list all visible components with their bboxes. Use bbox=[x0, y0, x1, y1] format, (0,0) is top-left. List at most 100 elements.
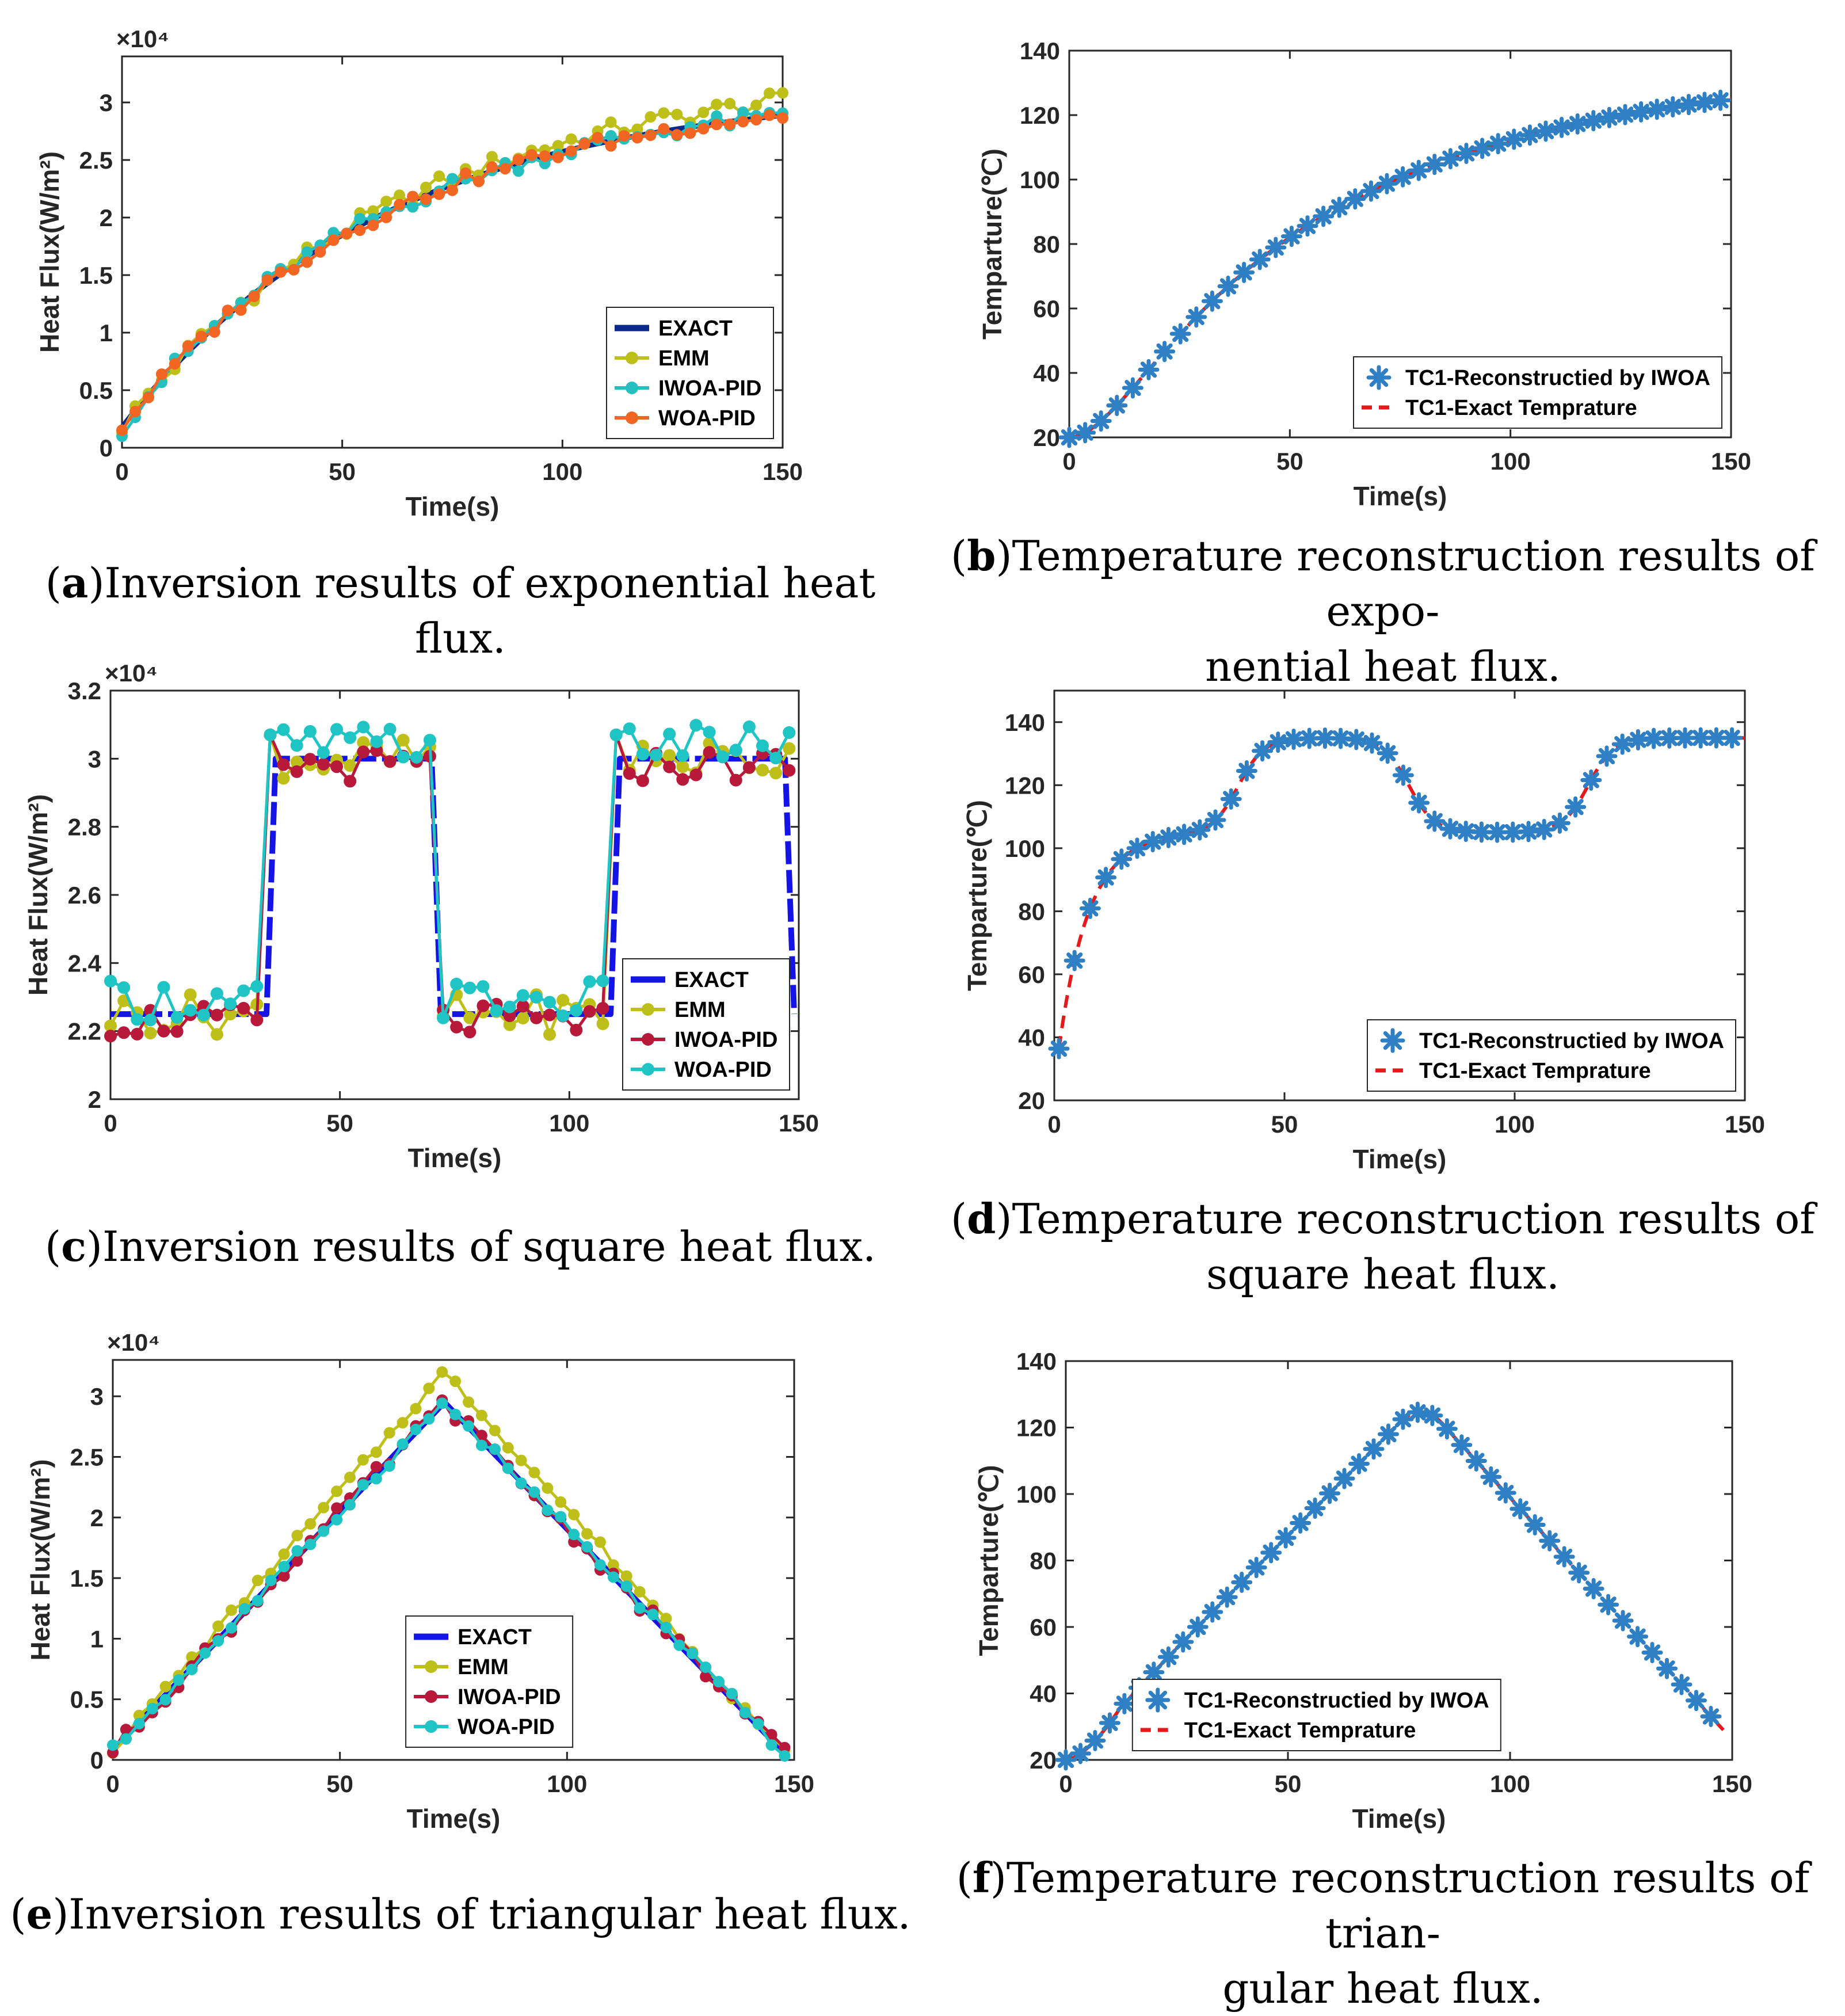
series-woa-a-point-19 bbox=[367, 219, 379, 231]
series-recon-f-point-44 bbox=[1700, 1705, 1722, 1727]
series-woa-c-point-15 bbox=[303, 725, 317, 738]
legend-marker-e-2 bbox=[425, 1690, 438, 1703]
series-iwoa-c-point-0 bbox=[104, 1030, 117, 1043]
series-woa-a-point-9 bbox=[235, 304, 247, 316]
series-woa-c-point-41 bbox=[650, 748, 663, 761]
series-recon-b-point-0 bbox=[1058, 426, 1080, 448]
y-axis-label-a: Heat Flux(W/m²) bbox=[35, 151, 64, 353]
x-axis-label-a: Time(s) bbox=[406, 491, 500, 521]
series-woa-a-point-35 bbox=[578, 138, 590, 150]
series-woa-a-point-10 bbox=[248, 290, 260, 302]
series-emm-e-point-38 bbox=[607, 1559, 619, 1571]
legend-label-c-0: EXACT bbox=[674, 968, 749, 992]
series-recon-b-point-14 bbox=[1280, 226, 1302, 247]
series-iwoa-c-point-40 bbox=[636, 774, 649, 787]
series-recon-d-point-27 bbox=[1470, 821, 1492, 843]
series-woa-c-point-22 bbox=[397, 750, 410, 764]
series-recon-b-point-8 bbox=[1185, 306, 1207, 328]
y-tick-label-a-3: 1.5 bbox=[79, 262, 113, 289]
series-recon-f-point-15 bbox=[1275, 1527, 1297, 1549]
series-recon-f-point-30 bbox=[1495, 1482, 1516, 1504]
series-emm-a-point-50 bbox=[777, 87, 788, 99]
caption-e: (e)Inversion results of triangular heat … bbox=[10, 1889, 911, 1938]
series-woa-e-point-51 bbox=[779, 1750, 791, 1762]
series-iwoa-c-point-26 bbox=[450, 1020, 463, 1034]
series-emm-a-point-46 bbox=[724, 98, 736, 110]
y-tick-label-c-3: 2.6 bbox=[68, 882, 101, 909]
series-recon-b-point-3 bbox=[1106, 395, 1128, 417]
series-woa-a-point-16 bbox=[327, 234, 340, 246]
series-woa-a-point-8 bbox=[222, 304, 234, 317]
series-iwoa-c-point-14 bbox=[290, 765, 303, 778]
series-recon-f-point-24 bbox=[1406, 1401, 1428, 1423]
series-woa-c-point-16 bbox=[317, 746, 330, 759]
series-woa-e bbox=[112, 1401, 786, 1757]
series-woa-c bbox=[109, 723, 791, 1022]
series-iwoa-e-point-14 bbox=[291, 1555, 303, 1567]
series-emm-c-point-0 bbox=[104, 1019, 117, 1032]
series-woa-c-point-29 bbox=[490, 1004, 503, 1017]
y-tick-label-e-0: 0 bbox=[90, 1747, 104, 1774]
y-axis-label-f: Temparture(℃) bbox=[974, 1465, 1004, 1656]
series-woa-e-point-49 bbox=[752, 1718, 764, 1730]
series-woa-e-point-4 bbox=[159, 1694, 171, 1706]
legend-marker-d-0 bbox=[1380, 1028, 1405, 1053]
series-recon-b-point-27 bbox=[1487, 133, 1509, 155]
series-iwoa-c-point-20 bbox=[370, 744, 383, 757]
series-recon-b-point-15 bbox=[1297, 215, 1318, 237]
series-woa-c-point-2 bbox=[131, 1013, 144, 1026]
y-tick-label-f-0: 20 bbox=[1030, 1747, 1057, 1774]
plot-frame-d bbox=[1053, 689, 1746, 1102]
series-woa-a-point-34 bbox=[565, 145, 577, 157]
series-recon-b-point-34 bbox=[1598, 106, 1620, 128]
y-tick-label-a-2: 1 bbox=[100, 319, 113, 346]
series-woa-a-point-33 bbox=[552, 151, 564, 163]
series-recon-f-point-11 bbox=[1216, 1586, 1238, 1608]
series-iwoa-c-point-2 bbox=[131, 1027, 144, 1041]
legend-label-e-2: IWOA-PID bbox=[458, 1685, 561, 1709]
series-recon-d-point-14 bbox=[1267, 731, 1289, 753]
series-emm-c-point-30 bbox=[503, 1018, 516, 1031]
series-woa-c-point-42 bbox=[663, 727, 676, 741]
series-iwoa-c-point-35 bbox=[570, 1023, 583, 1036]
legend-label-b-0: TC1-Reconstructied by IWOA bbox=[1405, 366, 1710, 390]
series-woa-a-point-49 bbox=[764, 109, 776, 121]
x-tick-label-a-3: 150 bbox=[763, 458, 803, 485]
x-tick-label-c-0: 0 bbox=[104, 1110, 117, 1137]
y-tick-label-a-0: 0 bbox=[100, 435, 113, 462]
series-iwoa-e-point-20 bbox=[370, 1461, 382, 1473]
x-tick-label-f-3: 150 bbox=[1712, 1770, 1752, 1797]
series-woa-e-point-21 bbox=[383, 1460, 395, 1472]
series-recon-d-point-33 bbox=[1565, 796, 1587, 818]
series-recon-b-point-4 bbox=[1122, 377, 1143, 399]
caption-b: (b)Temperature reconstruction results of… bbox=[951, 531, 1815, 691]
series-emm-e-point-31 bbox=[515, 1454, 527, 1466]
series-woa-e-point-45 bbox=[700, 1661, 712, 1673]
series-woa-a-point-3 bbox=[155, 368, 167, 380]
x-tick-label-f-2: 100 bbox=[1490, 1770, 1530, 1797]
legend-label-b-1: TC1-Exact Temprature bbox=[1405, 396, 1637, 420]
series-woa-c-point-20 bbox=[370, 735, 383, 748]
y-tick-label-b-5: 120 bbox=[1020, 102, 1060, 129]
series-recon-f-point-12 bbox=[1231, 1571, 1253, 1593]
series-recon-d-point-10 bbox=[1204, 809, 1226, 831]
series-recon-f-point-26 bbox=[1436, 1418, 1458, 1440]
series-woa-a-point-29 bbox=[499, 163, 511, 175]
series-recon-f-point-42 bbox=[1671, 1674, 1692, 1695]
series-woa-c-point-40 bbox=[636, 748, 649, 761]
series-iwoa-a-point-37 bbox=[605, 130, 617, 142]
series-woa-e-point-22 bbox=[397, 1438, 409, 1450]
series-recon-b-point-41 bbox=[1710, 89, 1732, 111]
series-recon-d-point-32 bbox=[1549, 812, 1570, 834]
series-woa-e-point-44 bbox=[687, 1648, 699, 1660]
legend-label-e-3: WOA-PID bbox=[458, 1715, 555, 1739]
legend-marker-c-3 bbox=[642, 1063, 654, 1076]
x-tick-label-c-3: 150 bbox=[779, 1110, 819, 1137]
series-recon-d-point-3 bbox=[1095, 867, 1117, 889]
series-woa-a-point-18 bbox=[354, 224, 366, 237]
y-tick-label-d-1: 40 bbox=[1018, 1024, 1045, 1051]
y-tick-label-d-3: 80 bbox=[1018, 898, 1045, 925]
series-emm-e-point-8 bbox=[212, 1620, 224, 1632]
y-tick-label-e-3: 1.5 bbox=[70, 1565, 104, 1592]
series-woa-e-point-50 bbox=[765, 1739, 777, 1751]
